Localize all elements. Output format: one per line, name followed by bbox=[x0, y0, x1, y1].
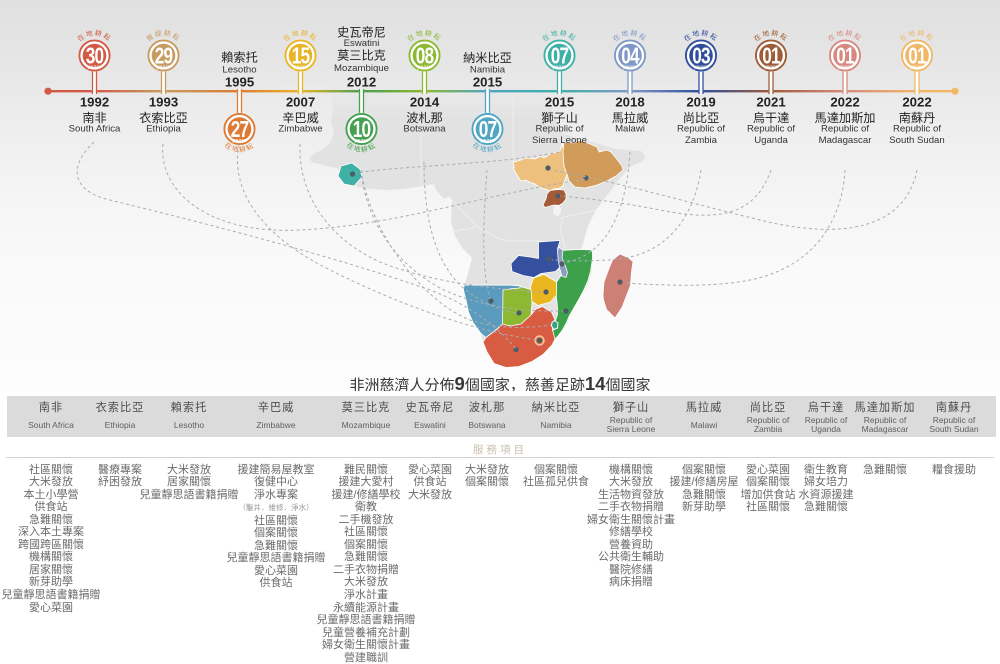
svg-text:2007: 2007 bbox=[286, 95, 315, 110]
svg-text:南蘇丹: 南蘇丹 bbox=[899, 110, 936, 125]
svg-text:Republic of: Republic of bbox=[677, 124, 725, 135]
svg-text:01: 01 bbox=[762, 43, 780, 69]
svg-text:years: years bbox=[417, 65, 431, 71]
svg-text:07: 07 bbox=[479, 117, 497, 143]
svg-text:Madagascar: Madagascar bbox=[819, 135, 873, 146]
svg-text:years: years bbox=[764, 65, 778, 71]
svg-text:years: years bbox=[156, 65, 170, 71]
svg-text:南非: 南非 bbox=[82, 110, 106, 125]
svg-text:10: 10 bbox=[353, 117, 371, 143]
svg-text:Sierra Leone: Sierra Leone bbox=[532, 135, 587, 146]
svg-text:Zimbabwe: Zimbabwe bbox=[278, 124, 322, 135]
svg-text:2015: 2015 bbox=[545, 95, 574, 110]
svg-text:years: years bbox=[910, 65, 924, 71]
svg-text:非洲慈濟人分佈9個國家，慈善足跡14個國家: 非洲慈濟人分佈9個國家，慈善足跡14個國家 bbox=[350, 373, 651, 391]
svg-text:Republic of: Republic of bbox=[747, 124, 795, 135]
svg-text:08: 08 bbox=[416, 43, 434, 69]
svg-text:years: years bbox=[623, 65, 637, 71]
svg-text:years: years bbox=[480, 138, 494, 144]
svg-text:2012: 2012 bbox=[347, 74, 376, 89]
svg-text:Republic of: Republic of bbox=[893, 124, 941, 135]
svg-text:1992: 1992 bbox=[80, 95, 109, 110]
svg-text:波札那: 波札那 bbox=[406, 111, 443, 125]
svg-text:2019: 2019 bbox=[686, 95, 715, 110]
svg-text:獅子山: 獅子山 bbox=[541, 111, 578, 125]
svg-text:Ethiopia: Ethiopia bbox=[146, 124, 181, 135]
svg-text:years: years bbox=[552, 65, 566, 71]
svg-text:史瓦帝尼: 史瓦帝尼 bbox=[337, 25, 386, 40]
svg-text:15: 15 bbox=[292, 43, 310, 69]
svg-text:Eswatini: Eswatini bbox=[344, 38, 380, 49]
svg-text:馬拉威: 馬拉威 bbox=[612, 110, 649, 125]
svg-text:2022: 2022 bbox=[830, 95, 859, 110]
svg-text:03: 03 bbox=[692, 43, 710, 69]
svg-text:1995: 1995 bbox=[225, 74, 254, 89]
svg-text:years: years bbox=[694, 65, 708, 71]
svg-text:years: years bbox=[232, 138, 246, 144]
svg-text:years: years bbox=[293, 65, 307, 71]
svg-text:South Sudan: South Sudan bbox=[889, 135, 944, 146]
svg-text:01: 01 bbox=[908, 43, 926, 69]
svg-text:2021: 2021 bbox=[756, 95, 785, 110]
svg-text:07: 07 bbox=[551, 43, 569, 69]
svg-text:27: 27 bbox=[231, 117, 249, 143]
svg-text:納米比亞: 納米比亞 bbox=[463, 51, 512, 65]
svg-text:years: years bbox=[354, 138, 368, 144]
svg-text:04: 04 bbox=[621, 43, 640, 69]
svg-text:Republic of: Republic of bbox=[821, 124, 869, 135]
svg-text:Lesotho: Lesotho bbox=[222, 64, 256, 75]
svg-text:01: 01 bbox=[836, 43, 854, 69]
svg-text:馬達加斯加: 馬達加斯加 bbox=[815, 111, 876, 125]
svg-text:2015: 2015 bbox=[473, 74, 502, 89]
svg-text:Namibia: Namibia bbox=[470, 64, 506, 75]
svg-text:Mozambique: Mozambique bbox=[334, 63, 389, 74]
svg-text:years: years bbox=[838, 65, 852, 71]
svg-text:2022: 2022 bbox=[902, 95, 931, 110]
svg-text:莫三比克: 莫三比克 bbox=[337, 49, 386, 63]
svg-text:2014: 2014 bbox=[410, 95, 440, 110]
svg-text:Malawi: Malawi bbox=[615, 124, 645, 135]
svg-text:辛巴威: 辛巴威 bbox=[282, 111, 319, 125]
svg-text:29: 29 bbox=[155, 43, 173, 69]
svg-text:Uganda: Uganda bbox=[754, 135, 788, 146]
svg-text:South Africa: South Africa bbox=[69, 124, 121, 135]
svg-text:30: 30 bbox=[86, 43, 104, 69]
svg-text:years: years bbox=[87, 65, 101, 71]
svg-text:Zambia: Zambia bbox=[685, 135, 718, 146]
svg-text:2018: 2018 bbox=[615, 95, 644, 110]
svg-text:Botswana: Botswana bbox=[403, 124, 446, 135]
svg-text:衣索比亞: 衣索比亞 bbox=[139, 110, 188, 125]
svg-text:1993: 1993 bbox=[149, 95, 178, 110]
svg-text:烏干達: 烏干達 bbox=[753, 111, 790, 125]
svg-text:尚比亞: 尚比亞 bbox=[683, 111, 720, 125]
svg-text:Republic of: Republic of bbox=[536, 124, 584, 135]
svg-text:賴索托: 賴索托 bbox=[221, 50, 258, 65]
